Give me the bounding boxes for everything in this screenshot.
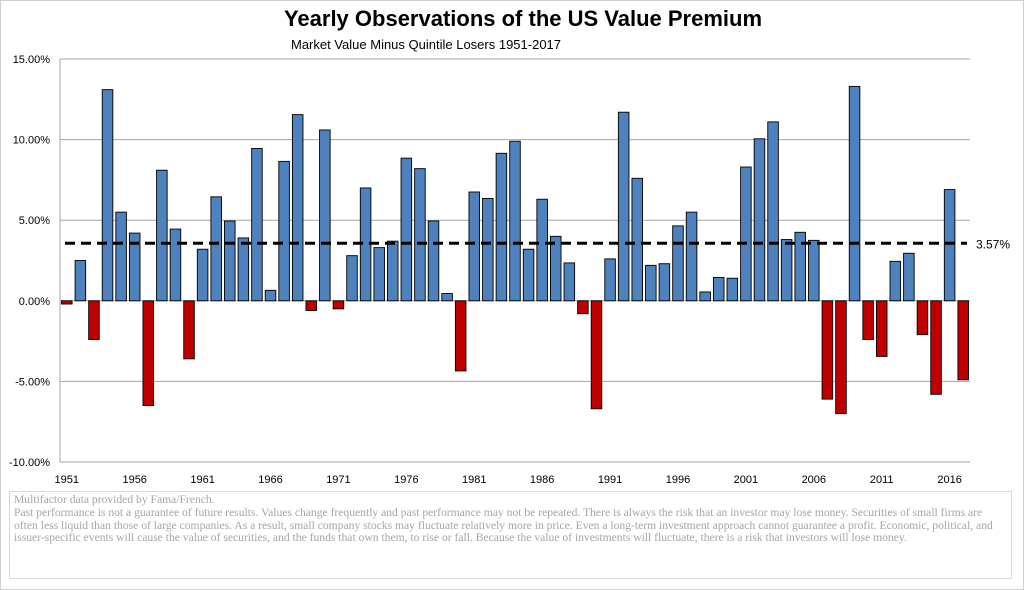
bar-1986 — [536, 198, 548, 302]
bar-1987 — [550, 235, 562, 302]
bar-2017 — [957, 300, 969, 381]
bar-1976 — [400, 157, 413, 302]
bar-1982 — [482, 197, 494, 302]
bar-2012 — [889, 260, 902, 302]
bar-1971 — [332, 300, 345, 310]
footnote-disclaimer: Past performance is not a guarantee of f… — [14, 505, 993, 545]
y-tick-label: 5.00% — [19, 215, 50, 227]
bar-1959 — [169, 228, 182, 302]
bar-1955 — [115, 211, 127, 302]
bar-1960 — [183, 300, 195, 360]
bar-2006 — [808, 239, 820, 302]
bar-1966 — [264, 289, 277, 302]
bar-1961 — [196, 248, 209, 302]
y-tick-label: 15.00% — [13, 54, 51, 66]
bar-1997 — [685, 211, 698, 302]
bar-2008 — [835, 300, 847, 415]
bar-1983 — [495, 152, 508, 302]
bar-1972 — [346, 255, 358, 302]
bar-1962 — [210, 196, 222, 302]
bar-1981 — [468, 191, 480, 302]
x-tick-label: 1976 — [394, 474, 418, 486]
bar-1974 — [373, 247, 385, 302]
y-tick-label: 10.00% — [13, 135, 51, 147]
bar-2003 — [767, 121, 779, 302]
bar-1985 — [522, 248, 535, 302]
bar-1990 — [590, 300, 603, 410]
bar-1992 — [617, 111, 630, 302]
y-tick-label: -10.00% — [9, 457, 50, 469]
average-label: 3.57% — [976, 237, 1010, 251]
bar-1969 — [305, 300, 318, 311]
bar-1995 — [658, 263, 671, 302]
bar-2002 — [753, 138, 766, 302]
bar-chart: 15.00% 10.00% 5.00% 0.00% -5.00% -10.00% 1951 1… — [9, 54, 1010, 486]
x-tick-label: 1956 — [122, 474, 146, 486]
x-tick-label: 2016 — [937, 474, 961, 486]
y-tick-label: 0.00% — [19, 296, 50, 308]
bar-2013 — [903, 252, 915, 302]
x-tick-label: 1981 — [462, 474, 486, 486]
bar-1991 — [604, 258, 616, 302]
bar-2007 — [821, 300, 834, 400]
bar-2001 — [740, 166, 752, 302]
x-tick-label: 2006 — [802, 474, 826, 486]
footnote-source: Multifactor data provided by Fama/French… — [14, 493, 215, 506]
bar-1994 — [645, 264, 657, 302]
bar-1954 — [101, 89, 114, 302]
x-tick-label: 2011 — [870, 474, 894, 486]
bar-1957 — [142, 300, 155, 407]
y-tick-label: -5.00% — [15, 376, 50, 388]
bar-1998 — [699, 291, 711, 302]
x-tick-label: 1966 — [258, 474, 282, 486]
bar-1963 — [224, 220, 236, 302]
bar-1989 — [577, 300, 589, 315]
chart-subtitle: Market Value Minus Quintile Losers 1951-… — [291, 37, 562, 52]
bar-1980 — [454, 300, 467, 372]
bar-2009 — [848, 85, 861, 302]
bar-1977 — [414, 168, 426, 302]
bar-1988 — [563, 262, 576, 302]
bar-1968 — [291, 114, 304, 302]
bar-1979 — [441, 293, 453, 302]
bar-1956 — [128, 232, 141, 302]
bar-1975 — [387, 240, 399, 302]
bar-1970 — [319, 129, 331, 302]
x-tick-label: 1961 — [190, 474, 214, 486]
bar-1951 — [61, 300, 73, 305]
x-tick-label: 1951 — [55, 474, 79, 486]
bar-1958 — [156, 169, 168, 302]
footnote-box: Multifactor data provided by Fama/French… — [9, 491, 1012, 579]
bar-1999 — [712, 276, 725, 302]
x-tick-label: 1971 — [326, 474, 350, 486]
bar-1953 — [88, 300, 100, 340]
bar-2005 — [794, 231, 806, 302]
bar-2014 — [916, 300, 929, 336]
bar-1984 — [509, 140, 521, 302]
bar-2010 — [862, 300, 874, 340]
x-tick-label: 1986 — [530, 474, 554, 486]
x-tick-label: 2001 — [734, 474, 758, 486]
bar-1996 — [672, 225, 684, 302]
x-tick-label: 1991 — [598, 474, 622, 486]
x-tick-label: 1996 — [666, 474, 690, 486]
bar-2015 — [930, 300, 942, 395]
bar-1993 — [631, 177, 643, 302]
chart-title: Yearly Observations of the US Value Prem… — [283, 6, 763, 31]
bar-1965 — [251, 148, 263, 302]
bar-2016 — [943, 189, 956, 302]
bar-1978 — [427, 220, 440, 302]
bar-1964 — [237, 237, 250, 302]
bar-2000 — [726, 277, 739, 302]
bar-1952 — [74, 260, 87, 302]
bar-2011 — [875, 300, 888, 357]
bar-1967 — [278, 160, 290, 302]
bar-2004 — [780, 239, 793, 302]
